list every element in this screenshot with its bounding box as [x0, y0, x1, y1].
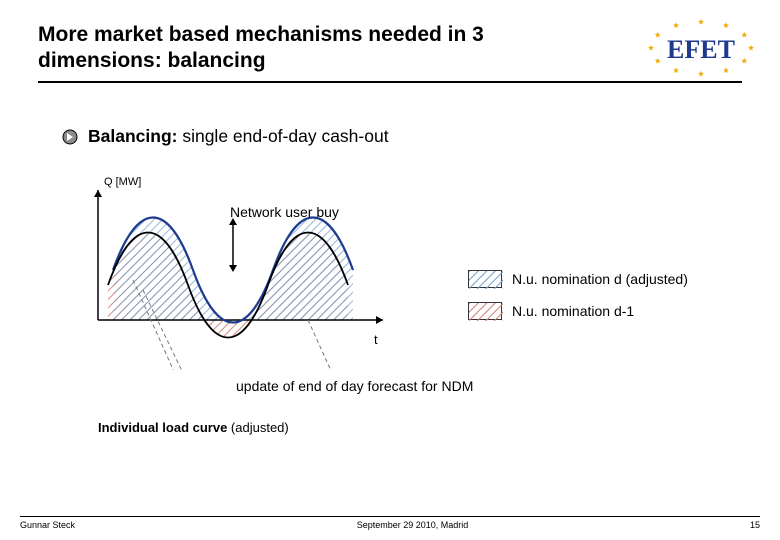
efet-logo: EFET — [646, 18, 756, 78]
svg-text:EFET: EFET — [667, 35, 735, 64]
swatch-d1 — [468, 302, 502, 320]
footer-page: 15 — [750, 520, 760, 530]
y-axis-label: Q [MW] — [104, 176, 141, 188]
buy-label: Network user buy — [230, 204, 339, 220]
legend-item-d-adj: N.u. nomination d (adjusted) — [468, 270, 688, 288]
slide-title: More market based mechanisms needed in 3… — [38, 22, 578, 75]
bullet-rest: single end-of-day cash-out — [177, 126, 388, 146]
footer-date: September 29 2010, Madrid — [357, 520, 469, 530]
bullet-text: Balancing: single end-of-day cash-out — [88, 126, 389, 147]
balancing-chart: Q [MW] Network user buy t — [78, 180, 458, 370]
update-label: update of end of day forecast for NDM — [236, 378, 473, 394]
bullet-icon — [62, 129, 78, 145]
legend-label-d-adj: N.u. nomination d (adjusted) — [512, 271, 688, 287]
adjusted-curve-label: Individual load curve (adjusted) — [98, 420, 289, 435]
adjusted-bold: Individual load curve — [98, 420, 227, 435]
x-axis-label: t — [374, 332, 378, 347]
adjusted-rest: (adjusted) — [227, 420, 288, 435]
legend-item-d1: N.u. nomination d-1 — [468, 302, 688, 320]
title-underline — [38, 81, 742, 83]
slide-footer: Gunnar Steck September 29 2010, Madrid 1… — [20, 516, 760, 530]
bullet-bold: Balancing: — [88, 126, 177, 146]
legend-label-d1: N.u. nomination d-1 — [512, 303, 634, 319]
bullet-balancing: Balancing: single end-of-day cash-out — [62, 126, 389, 147]
footer-author: Gunnar Steck — [20, 520, 75, 530]
legend: N.u. nomination d (adjusted) N.u. nomina… — [468, 270, 688, 334]
swatch-d-adj — [468, 270, 502, 288]
